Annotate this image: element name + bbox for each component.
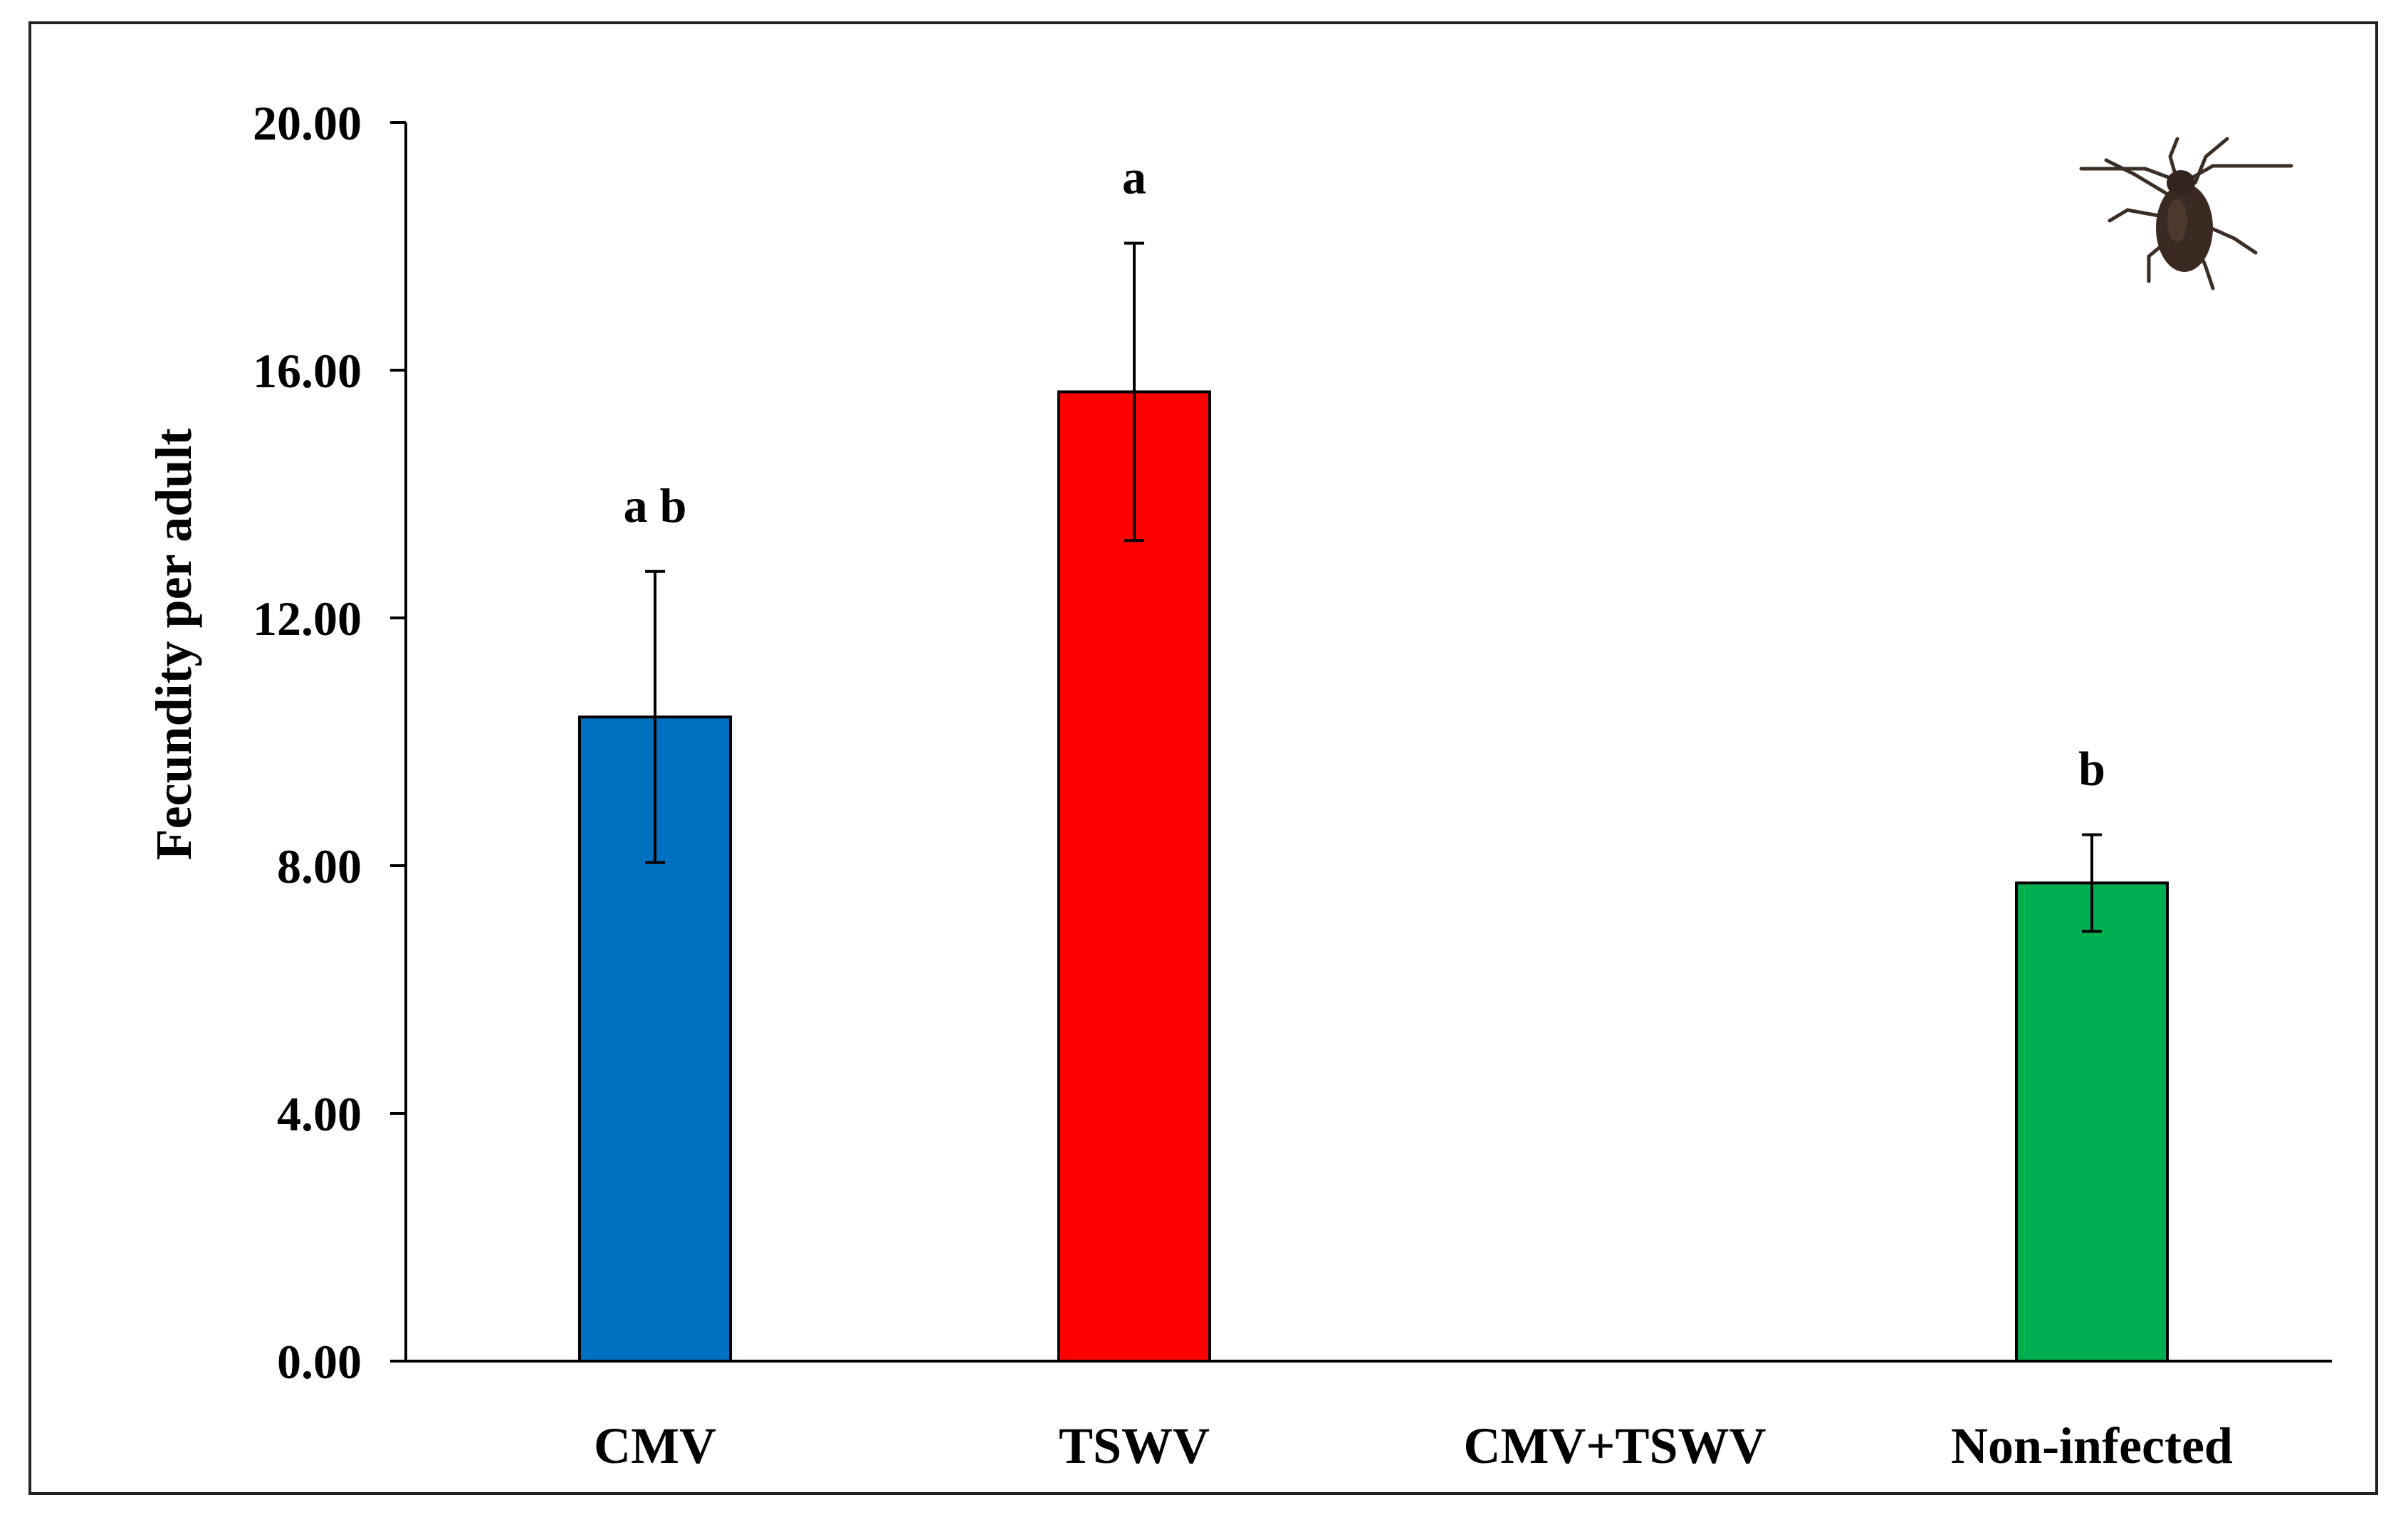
y-tick-label: 16.00 <box>253 344 362 398</box>
bar <box>1057 390 1211 1363</box>
error-bars <box>645 241 2102 933</box>
y-tick-label: 8.00 <box>277 839 362 893</box>
y-tick-label: 0.00 <box>277 1335 362 1389</box>
significance-letter: a <box>1122 150 1146 204</box>
x-category-label: CMV <box>594 1417 716 1474</box>
y-tick-label: 4.00 <box>277 1087 362 1141</box>
y-axis-label: Fecundity per adult <box>145 429 202 861</box>
y-tick-label: 12.00 <box>253 592 362 646</box>
bar <box>2015 881 2169 1363</box>
y-tick-label: 20.00 <box>253 96 362 150</box>
significance-letter: a b <box>624 478 687 532</box>
bars <box>578 390 2169 1363</box>
aphid-icon <box>2079 137 2293 290</box>
x-category-label: CMV+TSWV <box>1463 1417 1766 1474</box>
labels: 0.00 4.00 8.00 12.00 16.00 20.00 a b CMV a TSWV CM… <box>253 96 2233 1474</box>
significance-letter: b <box>2078 742 2105 796</box>
x-category-label: Non-infected <box>1951 1417 2233 1474</box>
x-category-label: TSWV <box>1059 1417 1210 1474</box>
